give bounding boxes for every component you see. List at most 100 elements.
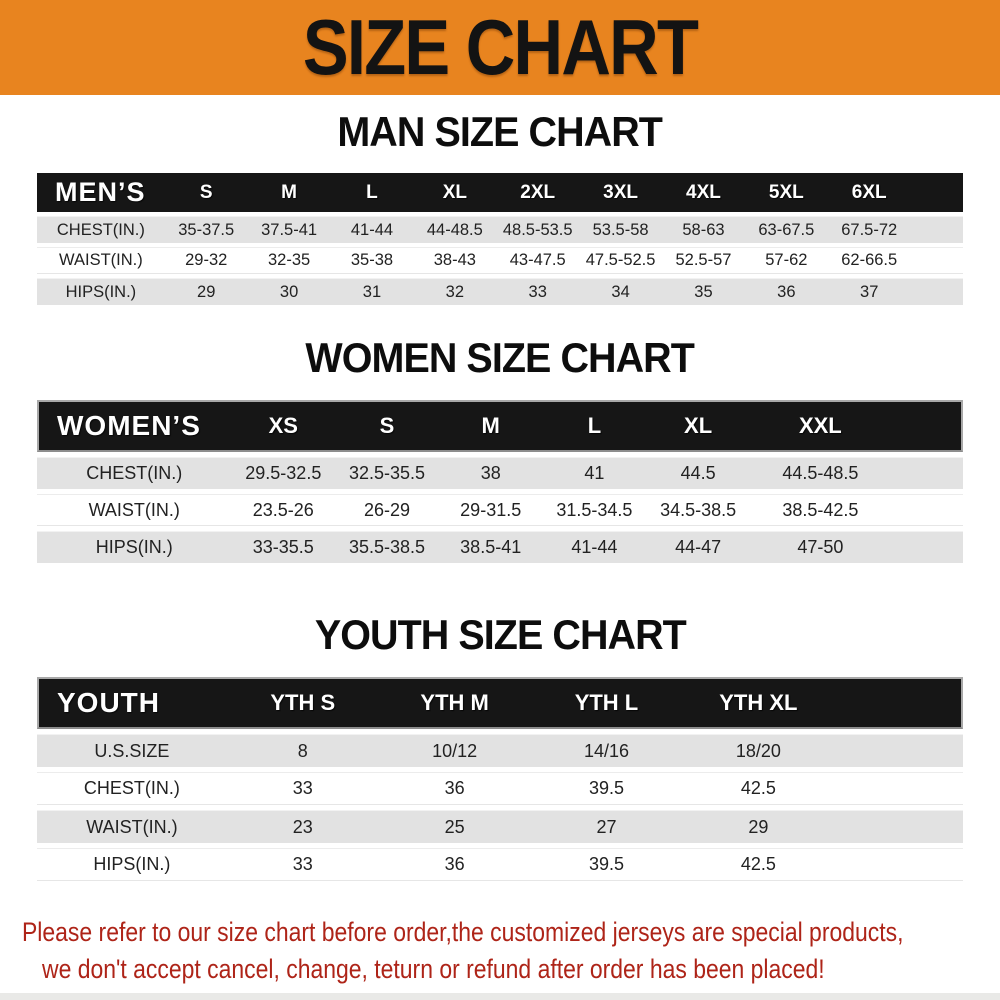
- measurement-value: 31.5-34.5: [542, 494, 647, 526]
- measurement-value: 42.5: [682, 848, 835, 881]
- measurement-value: 27: [530, 810, 683, 843]
- measurement-value: 39.5: [530, 772, 683, 805]
- row-filler: [834, 772, 963, 805]
- banner: SIZE CHART: [0, 0, 1000, 95]
- row-label: HIPS(IN.): [37, 278, 165, 305]
- measurement-value: 47-50: [749, 531, 891, 563]
- table-header-row: MEN’S S M L XL 2XL 3XL 4XL 5XL 6XL: [37, 173, 963, 212]
- banner-title: SIZE CHART: [302, 3, 699, 91]
- row-filler: [910, 278, 963, 305]
- row-label: WAIST(IN.): [37, 494, 232, 526]
- measurement-row: HIPS(IN.) 33-35.5 35.5-38.5 38.5-41 41-44 44-…: [37, 531, 963, 563]
- measurement-value: 44.5: [646, 457, 750, 489]
- size-column-header: YTH M: [378, 677, 531, 729]
- bottom-edge-strip: [0, 993, 1000, 1000]
- women-size-table: WOMEN’S XS S M L XL XXL CHEST(IN.) 29.5-32.5 32.5…: [37, 395, 963, 568]
- measurement-row: HIPS(IN.) 33 36 39.5 42.5: [37, 848, 963, 881]
- measurement-value: 31: [330, 278, 414, 305]
- measurement-value: 29.5-32.5: [231, 457, 336, 489]
- size-column-header: XL: [646, 400, 750, 452]
- measurement-value: 18/20: [682, 734, 835, 767]
- measurement-value: 26-29: [335, 494, 439, 526]
- men-section-heading-text: MAN SIZE CHART: [337, 108, 664, 155]
- measurement-row: WAIST(IN.) 29-32 32-35 35-38 38-43 43-47.5 47.…: [37, 247, 963, 274]
- men-size-table: MEN’S S M L XL 2XL 3XL 4XL 5XL 6XL CHEST(IN.) 35-37…: [37, 169, 963, 309]
- measurement-value: 38.5-42.5: [749, 494, 891, 526]
- measurement-row: CHEST(IN.) 33 36 39.5 42.5: [37, 772, 963, 805]
- measurement-value: 35: [662, 278, 745, 305]
- measurement-value: 42.5: [682, 772, 835, 805]
- row-filler: [834, 810, 963, 843]
- size-column-header: M: [438, 400, 543, 452]
- youth-section-heading-text: YOUTH SIZE CHART: [314, 611, 686, 658]
- youth-size-table: YOUTH YTH S YTH M YTH L YTH XL U.S.SIZE 8 10/12…: [37, 672, 963, 886]
- measurement-value: 35-37.5: [164, 216, 248, 243]
- row-filler: [834, 734, 963, 767]
- row-label: CHEST(IN.): [37, 216, 165, 243]
- measurement-value: 41-44: [330, 216, 414, 243]
- row-label: CHEST(IN.): [37, 457, 232, 489]
- group-label: MEN’S: [37, 173, 165, 212]
- disclaimer-line-1: Please refer to our size chart before or…: [22, 917, 904, 947]
- measurement-value: 39.5: [530, 848, 683, 881]
- measurement-value: 37: [827, 278, 911, 305]
- men-section-heading: MAN SIZE CHART: [0, 109, 1000, 155]
- measurement-value: 35-38: [330, 247, 414, 274]
- size-column-header: YTH L: [530, 677, 683, 729]
- size-column-header: XXL: [749, 400, 891, 452]
- measurement-value: 52.5-57: [662, 247, 745, 274]
- measurement-value: 44-48.5: [413, 216, 497, 243]
- women-section-heading-text: WOMEN SIZE CHART: [305, 334, 695, 381]
- size-column-header: M: [247, 173, 331, 212]
- measurement-value: 32-35: [247, 247, 331, 274]
- measurement-value: 23: [226, 810, 379, 843]
- size-column-header: 3XL: [579, 173, 663, 212]
- measurement-value: 38-43: [413, 247, 497, 274]
- row-filler: [910, 247, 963, 274]
- measurement-value: 29-31.5: [438, 494, 543, 526]
- measurement-row: CHEST(IN.) 29.5-32.5 32.5-35.5 38 41 44.5 44.5…: [37, 457, 963, 489]
- measurement-value: 25: [378, 810, 531, 843]
- size-column-header: YTH S: [226, 677, 379, 729]
- size-column-header: L: [542, 400, 647, 452]
- women-section-heading: WOMEN SIZE CHART: [0, 335, 1000, 381]
- row-filler: [890, 531, 963, 563]
- row-filler: [834, 848, 963, 881]
- size-column-header: S: [335, 400, 439, 452]
- group-label: WOMEN’S: [37, 400, 232, 452]
- measurement-value: 36: [744, 278, 828, 305]
- measurement-value: 58-63: [662, 216, 745, 243]
- row-label: U.S.SIZE: [37, 734, 227, 767]
- group-label: YOUTH: [37, 677, 227, 729]
- measurement-value: 36: [378, 848, 531, 881]
- youth-section-heading: YOUTH SIZE CHART: [0, 612, 1000, 658]
- measurement-value: 53.5-58: [579, 216, 663, 243]
- header-filler: [890, 400, 963, 452]
- measurement-value: 23.5-26: [231, 494, 336, 526]
- measurement-value: 62-66.5: [827, 247, 911, 274]
- measurement-value: 63-67.5: [744, 216, 828, 243]
- measurement-value: 67.5-72: [827, 216, 911, 243]
- measurement-value: 33: [496, 278, 580, 305]
- size-column-header: 2XL: [496, 173, 580, 212]
- measurement-value: 43-47.5: [496, 247, 580, 274]
- row-label: WAIST(IN.): [37, 247, 165, 274]
- measurement-value: 41: [542, 457, 647, 489]
- measurement-value: 34: [579, 278, 663, 305]
- measurement-value: 10/12: [378, 734, 531, 767]
- measurement-value: 35.5-38.5: [335, 531, 439, 563]
- measurement-value: 34.5-38.5: [646, 494, 750, 526]
- measurement-value: 38.5-41: [438, 531, 543, 563]
- measurement-value: 33: [226, 848, 379, 881]
- measurement-value: 14/16: [530, 734, 683, 767]
- measurement-value: 32: [413, 278, 497, 305]
- measurement-value: 29: [682, 810, 835, 843]
- row-label: HIPS(IN.): [37, 531, 232, 563]
- measurement-row: CHEST(IN.) 35-37.5 37.5-41 41-44 44-48.5 48.5…: [37, 216, 963, 243]
- order-disclaimer: Please refer to our size chart before or…: [0, 914, 1000, 988]
- measurement-value: 38: [438, 457, 543, 489]
- size-column-header: XL: [413, 173, 497, 212]
- measurement-value: 36: [378, 772, 531, 805]
- measurement-value: 8: [226, 734, 379, 767]
- measurement-value: 47.5-52.5: [579, 247, 663, 274]
